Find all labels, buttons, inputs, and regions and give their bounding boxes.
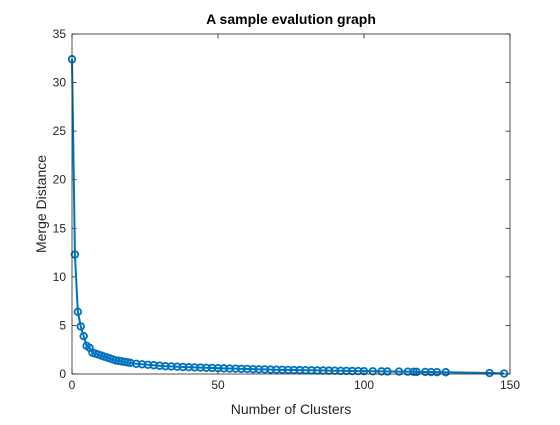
y-tick-label: 10 (53, 270, 67, 284)
x-tick-label: 0 (69, 378, 76, 392)
data-point (432, 367, 442, 377)
y-tick-label: 35 (53, 27, 67, 41)
data-point (485, 368, 494, 378)
y-tick-label: 20 (53, 173, 67, 187)
y-tick-label: 0 (59, 367, 66, 381)
x-tick-label: 50 (211, 378, 225, 392)
data-point (441, 368, 450, 377)
y-tick-label: 25 (53, 124, 67, 138)
plot-area (72, 34, 510, 374)
y-tick-label: 5 (59, 318, 66, 332)
data-point (79, 331, 88, 341)
x-tick-label: 150 (500, 378, 520, 392)
data-point (412, 367, 421, 377)
y-tick-label: 15 (53, 221, 67, 235)
ticks: 0 50 100 150 0 5 10 15 20 25 30 35 (53, 27, 521, 392)
data-point (409, 367, 418, 376)
data-point (383, 367, 392, 376)
x-tick-label: 100 (354, 378, 374, 392)
data-point (368, 367, 377, 376)
axis-box-frame (71, 33, 511, 375)
data-point (76, 322, 85, 331)
x-axis-label: Number of Clusters (231, 401, 352, 417)
chart-title: A sample evalution graph (206, 11, 376, 27)
axis-box (71, 33, 511, 375)
data-point (73, 307, 83, 317)
data-point (359, 366, 369, 376)
data-point (394, 367, 404, 376)
y-tick-label: 30 (53, 76, 67, 90)
axes (72, 34, 510, 374)
data-point (499, 369, 509, 378)
y-axis-label: Merge Distance (33, 155, 49, 253)
series-layer (67, 55, 509, 378)
